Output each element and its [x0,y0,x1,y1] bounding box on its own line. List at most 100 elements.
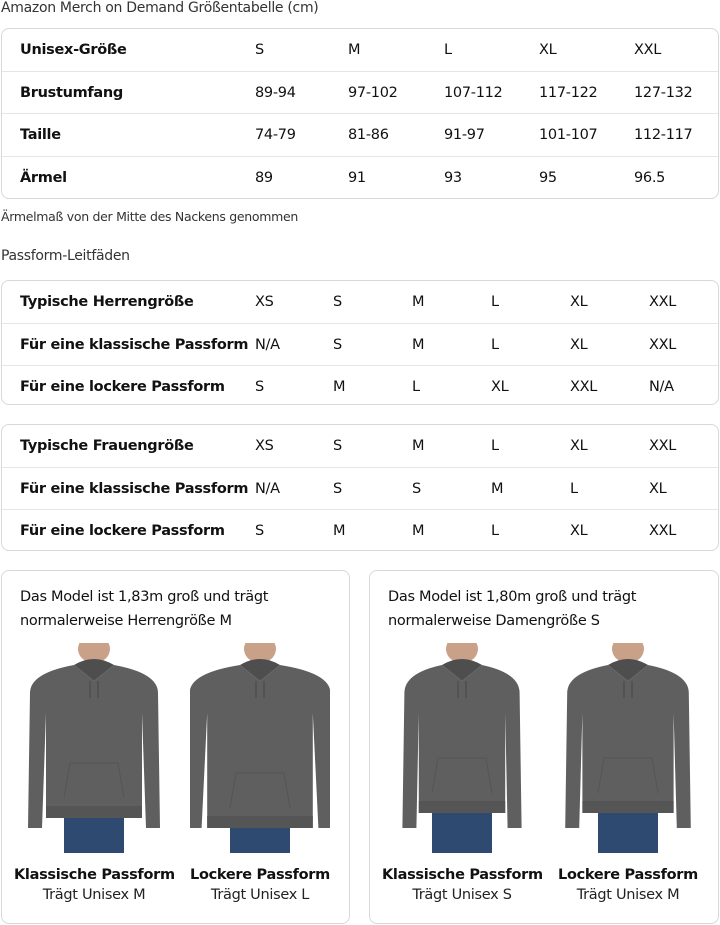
table-cell: XXL [570,379,598,395]
row-label: Taille [20,127,61,143]
table-cell: M [412,523,425,539]
table-row: Unisex-Größe S M L XL XXL [2,29,718,72]
fit-guide-title: Passform-Leitfäden [1,248,130,264]
row-label: Für eine klassische Passform [20,480,249,497]
table-cell: 101-107 [539,127,598,143]
table-cell: 81-86 [348,127,389,143]
table-cell: XL [570,438,588,454]
table-cell: 95 [539,169,557,186]
fit-label: Klassische Passform [382,867,543,883]
table-cell: 112-117 [634,127,693,143]
table-cell: XXL [649,336,677,353]
table-cell: M [412,294,425,310]
table-cell: M [412,438,425,454]
table-row: Für eine lockere Passform S M M L XL XXL [2,510,718,553]
table-cell: L [444,42,452,58]
model-card-men: Das Model ist 1,83m groß und trägt norma… [1,570,350,924]
table-cell: 117-122 [539,84,598,101]
table-row: Ärmel 89 91 93 95 96.5 [2,157,718,200]
table-row: Für eine lockere Passform S M L XL XXL N/A [2,366,718,409]
hoodie-model-image [190,643,330,853]
wears-label: Trägt Unisex M [576,887,680,903]
women-fit-table: Typische Frauengröße XS S M L XL XXL Für eine k… [1,424,719,551]
table-cell: S [255,42,264,58]
sleeve-note: Ärmelmaß von der Mitte des Nackens genom… [1,209,299,224]
fit-label: Lockere Passform [558,867,698,883]
row-label: Für eine klassische Passform [20,336,249,353]
model-text-line: Das Model ist 1,80m groß und trägt [388,589,637,605]
wears-label: Trägt Unisex L [210,887,310,903]
table-row: Für eine klassische Passform N/A S M L XL XXL [2,324,718,366]
table-cell: S [333,294,342,310]
model-description: Das Model ist 1,80m groß und trägt norma… [388,585,636,633]
table-cell: XXL [649,523,677,539]
table-cell: L [491,294,499,310]
table-cell: N/A [255,480,280,497]
table-cell: 107-112 [444,84,503,101]
table-cell: M [333,379,346,395]
table-cell: XL [570,336,588,353]
table-row: Für eine klassische Passform N/A S S M L XL [2,468,718,510]
table-cell: XL [491,379,509,395]
table-row: Typische Herrengröße XS S M L XL XXL [2,281,718,324]
hoodie-figure [28,643,160,853]
table-cell: S [333,438,342,454]
table-cell: L [491,336,499,353]
table-row: Typische Frauengröße XS S M L XL XXL [2,425,718,468]
table-cell: S [255,379,264,395]
table-cell: S [333,480,342,497]
table-row: Taille 74-79 81-86 91-97 101-107 112-117 [2,114,718,157]
table-cell: XS [255,438,274,454]
table-cell: XL [539,42,557,58]
row-label: Für eine lockere Passform [20,379,225,395]
table-cell: 97-102 [348,84,398,101]
model-description: Das Model ist 1,83m groß und trägt norma… [20,585,268,633]
table-cell: 93 [444,169,462,186]
table-cell: S [333,336,342,353]
row-label: Typische Herrengröße [20,294,194,310]
row-label: Für eine lockere Passform [20,523,225,539]
size-table: Unisex-Größe S M L XL XXL Brustumfang 89-94 97-1… [1,28,719,199]
figure-relaxed-women: Lockere Passform Trägt Unisex M [548,643,708,903]
table-cell: S [255,523,264,539]
table-cell: 91-97 [444,127,485,143]
table-cell: S [412,480,421,497]
fit-label: Lockere Passform [190,867,330,883]
table-cell: XXL [649,438,677,454]
table-cell: L [491,438,499,454]
hoodie-model-image [28,643,160,853]
table-cell: 89-94 [255,84,296,101]
men-fit-table: Typische Herrengröße XS S M L XL XXL Für eine k… [1,280,719,405]
hoodie-model-image [402,643,522,853]
table-cell: 74-79 [255,127,296,143]
table-cell: M [348,42,361,58]
model-text-line: Das Model ist 1,83m groß und trägt [20,589,269,605]
wears-label: Trägt Unisex M [42,887,146,903]
model-text-line: normalerweise Herrengröße M [20,613,232,629]
row-label: Unisex-Größe [20,42,127,58]
table-cell: N/A [649,379,674,395]
table-cell: L [412,379,420,395]
table-cell: L [570,480,578,497]
table-cell: XXL [649,294,677,310]
hoodie-figure [402,643,522,853]
figure-classic-men: Klassische Passform Trägt Unisex M [14,643,175,903]
wears-label: Trägt Unisex S [412,887,512,903]
table-cell: XXL [634,42,662,58]
table-cell: 127-132 [634,84,693,101]
table-cell: M [412,336,425,353]
hoodie-figure [565,643,691,853]
table-cell: 89 [255,169,273,186]
fit-label: Klassische Passform [14,867,175,883]
table-cell: 91 [348,169,366,186]
hoodie-model-image [565,643,691,853]
table-cell: XL [570,523,588,539]
row-label: Brustumfang [20,84,124,101]
hoodie-figure [190,643,330,853]
table-cell: L [491,523,499,539]
table-cell: XS [255,294,274,310]
model-text-line: normalerweise Damengröße S [388,613,600,629]
table-cell: N/A [255,336,280,353]
row-label: Ärmel [20,169,67,186]
table-cell: XL [649,480,667,497]
